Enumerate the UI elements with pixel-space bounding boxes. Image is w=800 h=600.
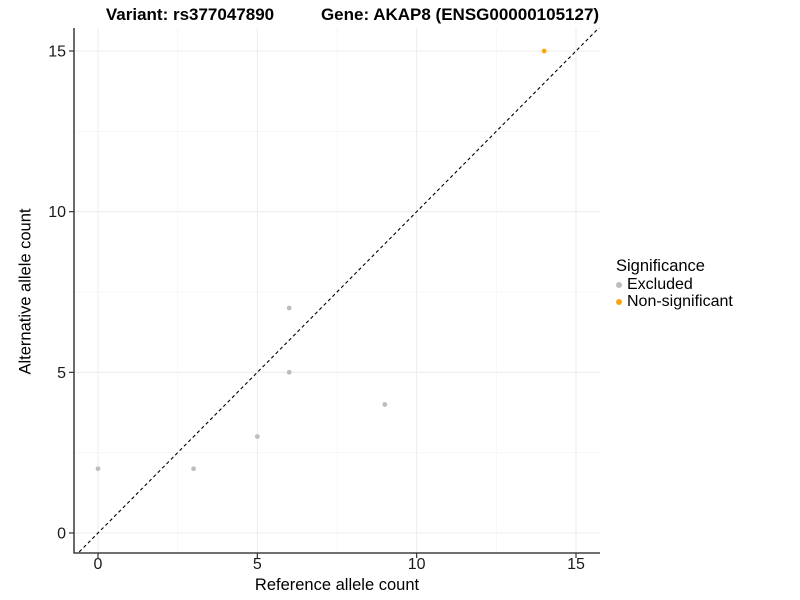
legend-key-dot-icon xyxy=(616,298,622,305)
data-point-excluded xyxy=(191,466,197,472)
legend-item: Excluded xyxy=(616,276,733,293)
y-axis-title: Alternative allele count xyxy=(16,208,35,375)
identity-line xyxy=(77,28,600,553)
legend-key-dot-icon xyxy=(616,281,622,288)
legend-item-label: Non-significant xyxy=(627,292,733,310)
legend: Significance Excluded Non-significant xyxy=(616,256,733,310)
data-point-excluded xyxy=(382,402,388,407)
data-point-excluded xyxy=(95,466,101,472)
y-tick-label: 0 xyxy=(57,526,66,543)
legend-items: Excluded Non-significant xyxy=(616,276,733,310)
y-tick-label: 15 xyxy=(48,44,66,61)
legend-title: Significance xyxy=(616,257,705,275)
legend-item-label: Excluded xyxy=(627,275,693,293)
x-axis-title: Reference allele count xyxy=(254,576,420,594)
data-point-excluded xyxy=(254,434,260,440)
x-tick-label: 10 xyxy=(408,556,426,573)
data-point-excluded xyxy=(286,305,292,311)
axis-lines xyxy=(73,28,600,554)
x-tick-label: 5 xyxy=(253,556,262,573)
y-tick-label: 5 xyxy=(57,365,66,382)
x-tick-label: 0 xyxy=(94,556,103,573)
legend-item: Non-significant xyxy=(616,293,733,310)
data-point-non-significant xyxy=(541,48,547,54)
plot-title-variant: Variant: rs377047890 xyxy=(105,5,275,24)
data-point-excluded xyxy=(286,369,292,375)
plot-title-gene: Gene: AKAP8 (ENSG00000105127) xyxy=(320,5,600,24)
x-tick-label: 15 xyxy=(567,556,585,573)
y-tick-label: 10 xyxy=(48,204,66,221)
